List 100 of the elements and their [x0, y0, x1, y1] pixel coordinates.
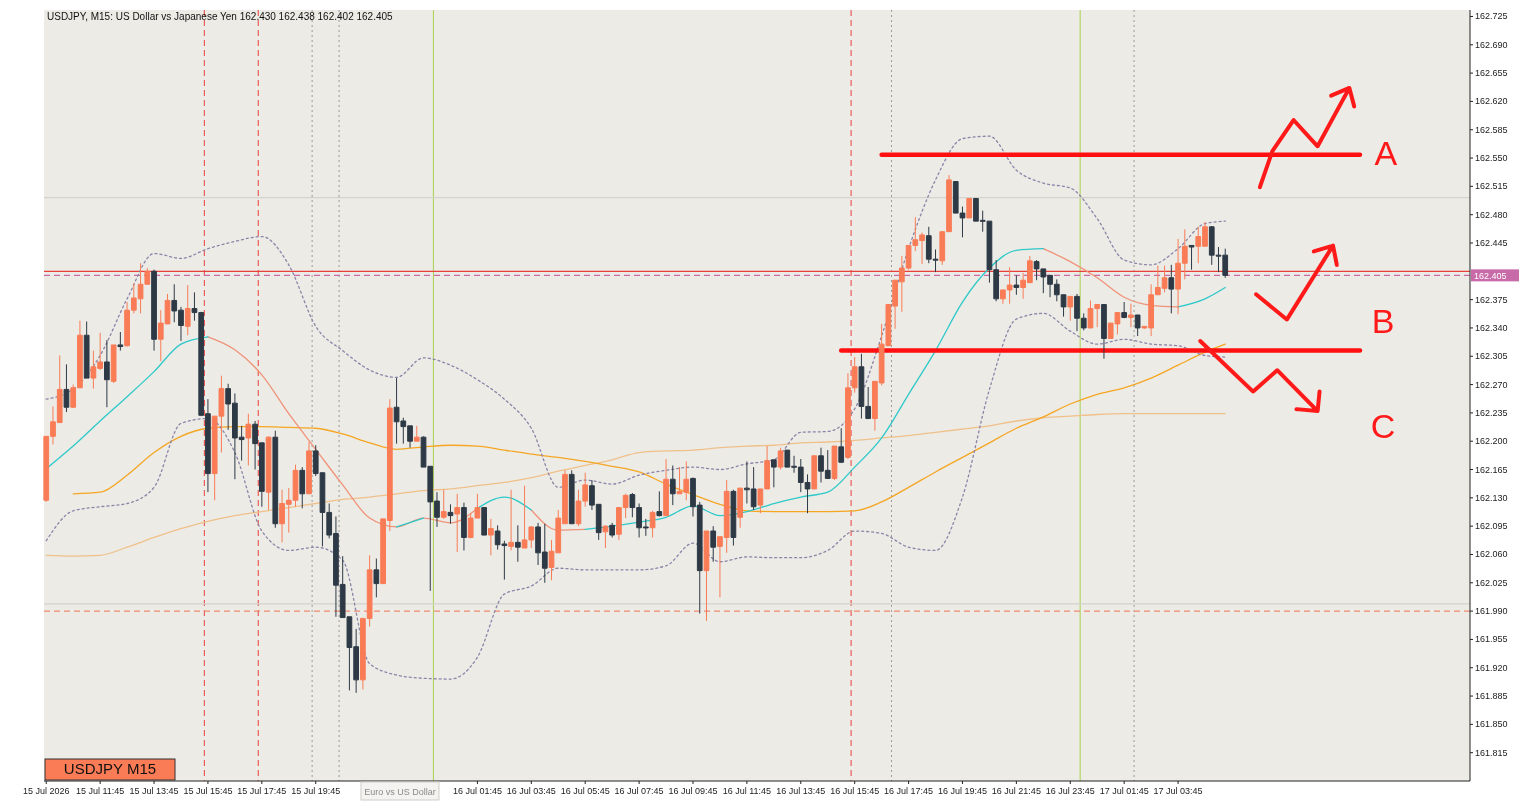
- y-tick-label: 162.060: [1475, 549, 1508, 560]
- x-tick-label: 16 Jul 15:45: [830, 786, 880, 796]
- candlestick: [737, 487, 744, 529]
- annotation: A: [1374, 134, 1398, 173]
- ref-line-label: 162.405: [1474, 270, 1507, 281]
- y-tick-label: 162.270: [1475, 379, 1508, 390]
- y-tick-label: 161.955: [1475, 634, 1508, 645]
- x-tick-label: 16 Jul 09:45: [668, 786, 718, 796]
- x-tick-label: 16 Jul 11:45: [722, 786, 772, 796]
- y-tick-label: 161.850: [1475, 719, 1508, 730]
- x-tick-label: 16 Jul 23:45: [1045, 786, 1095, 796]
- y-tick-label: 162.200: [1475, 436, 1508, 447]
- candlestick: [609, 522, 616, 538]
- candlestick: [1188, 244, 1195, 271]
- candlestick: [703, 530, 710, 622]
- candlestick: [838, 427, 845, 464]
- x-tick-label: 16 Jul 21:45: [991, 786, 1041, 796]
- y-tick-label: 162.235: [1475, 407, 1508, 418]
- y-tick-label: 161.920: [1475, 662, 1508, 673]
- candlestick: [1128, 303, 1134, 328]
- y-tick-label: 162.620: [1475, 96, 1508, 107]
- candlestick: [669, 464, 676, 506]
- candlestick: [63, 363, 70, 413]
- line-series: [45, 135, 1226, 488]
- y-tick-label: 162.690: [1475, 39, 1508, 50]
- y-tick-label: 161.885: [1475, 691, 1508, 702]
- line-series: [45, 413, 1226, 557]
- candlestick: [649, 510, 656, 538]
- candlestick: [831, 445, 838, 481]
- candlestick: [299, 466, 306, 509]
- candlestick: [481, 507, 488, 536]
- candlestick: [1101, 303, 1107, 360]
- text: Euro vs US Dollar: [364, 787, 436, 797]
- x-tick-label: 17 Jul 03:45: [1153, 786, 1203, 796]
- x-tick-label: 15 Jul 2026: [22, 786, 70, 796]
- line-series: [72, 343, 1226, 513]
- candlestick: [306, 441, 312, 495]
- x-tick-label: 16 Jul 19:45: [937, 786, 987, 796]
- candlestick: [110, 344, 117, 384]
- candlestick: [117, 331, 124, 352]
- candlestick: [1013, 274, 1020, 296]
- y-tick-label: 162.655: [1475, 68, 1508, 79]
- candlestick: [151, 269, 157, 352]
- chart-title: USDJPY, M15: US Dollar vs Japanese Yen 162.430 162.438 162.402 162.405: [47, 11, 394, 22]
- y-tick-label: 162.130: [1475, 492, 1508, 503]
- candlestick: [1134, 314, 1141, 337]
- candlestick: [1168, 264, 1175, 314]
- y-tick-label: 162.480: [1475, 209, 1508, 220]
- y-tick-label: 162.550: [1475, 153, 1508, 164]
- x-tick-label: 16 Jul 03:45: [506, 786, 556, 796]
- y-tick-label: 162.375: [1475, 294, 1508, 305]
- candlestick: [184, 284, 191, 336]
- candlestick: [770, 459, 777, 488]
- x-tick-label: 15 Jul 13:45: [129, 786, 179, 796]
- y-tick-label: 162.305: [1475, 351, 1508, 362]
- x-tick-label: 16 Jul 13:45: [776, 786, 826, 796]
- candlestick: [454, 493, 461, 553]
- candlestick: [245, 413, 252, 466]
- y-tick-label: 162.725: [1475, 11, 1508, 22]
- x-tick-label: 15 Jul 11:45: [75, 786, 125, 796]
- annotation: C: [1370, 406, 1396, 445]
- candlestick: [710, 525, 717, 563]
- y-tick-label: 162.025: [1475, 577, 1508, 588]
- y-tick-label: 162.340: [1475, 322, 1508, 333]
- candlestick: [568, 469, 575, 525]
- candlestick: [447, 503, 454, 525]
- y-tick-label: 161.815: [1475, 747, 1508, 758]
- candlestick: [656, 490, 663, 517]
- candlestick: [508, 489, 514, 551]
- candlestick: [1067, 295, 1074, 322]
- candlestick: [104, 339, 110, 408]
- y-tick-label: 162.165: [1475, 464, 1508, 475]
- candlestick: [83, 320, 90, 379]
- y-tick-label: 162.515: [1475, 181, 1508, 192]
- x-tick-label: 16 Jul 07:45: [614, 786, 664, 796]
- candlestick: [373, 558, 380, 598]
- candlestick: [602, 524, 609, 549]
- x-tick-label: 15 Jul 19:45: [291, 786, 341, 796]
- x-tick-label: 17 Jul 01:45: [1099, 786, 1149, 796]
- y-tick-label: 162.585: [1475, 124, 1508, 135]
- candlestick: [966, 198, 973, 219]
- y-tick-label: 162.445: [1475, 238, 1508, 248]
- x-tick-label: 16 Jul 05:45: [560, 786, 610, 796]
- x-tick-label: 16 Jul 17:45: [884, 786, 934, 796]
- annotation: B: [1371, 302, 1395, 341]
- candlestick: [488, 518, 494, 556]
- candlestick: [730, 489, 737, 547]
- candlestick: [440, 489, 447, 520]
- candlestick: [413, 425, 420, 442]
- candlestick: [1121, 301, 1128, 319]
- x-tick-label: 15 Jul 17:45: [237, 786, 287, 796]
- annotation: USDJPY M15: [63, 760, 157, 777]
- y-tick-label: 162.095: [1475, 521, 1508, 532]
- candlestick: [663, 458, 669, 517]
- candlestick: [811, 455, 818, 490]
- candlestick: [777, 447, 784, 471]
- y-tick-label: 161.990: [1475, 606, 1508, 617]
- candlestick: [514, 524, 521, 563]
- candlestick: [461, 502, 467, 551]
- line-series: [45, 312, 1226, 680]
